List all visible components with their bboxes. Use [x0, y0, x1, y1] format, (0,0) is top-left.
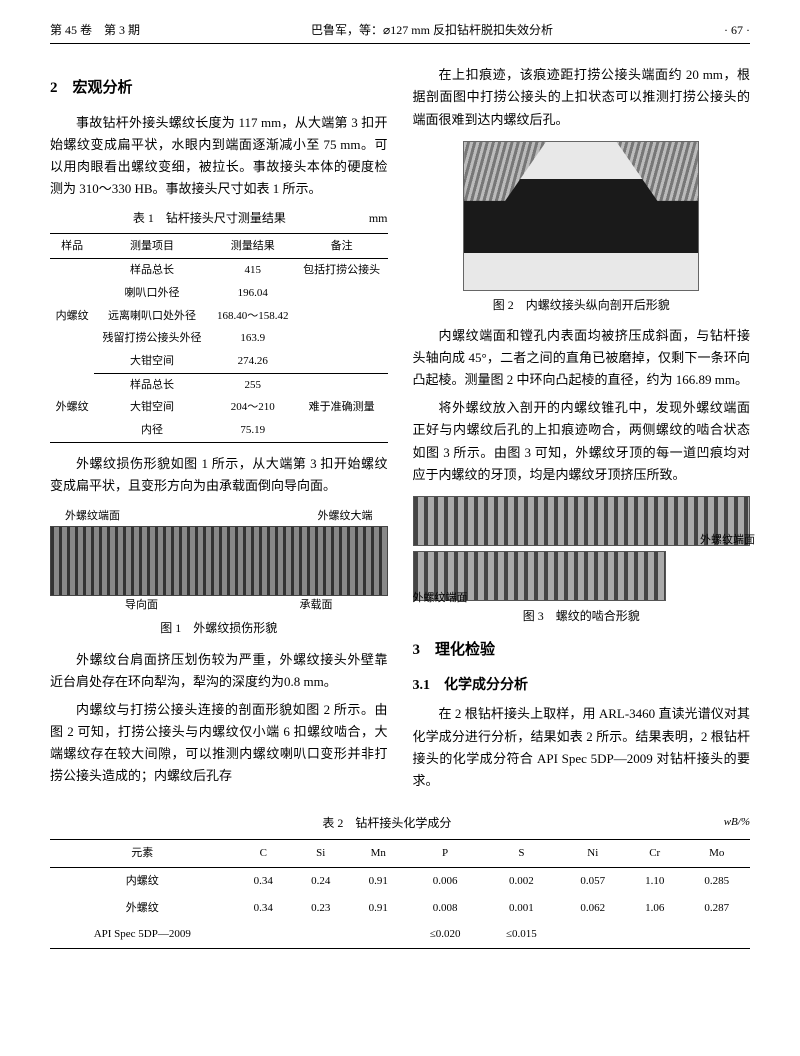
- table2-unit: wB/%: [724, 813, 750, 832]
- figure-2: 图 2 内螺纹接头纵向剖开后形貌: [413, 141, 751, 315]
- fig3-label-2: 外螺纹端面: [413, 589, 468, 608]
- fig3-caption: 图 3 螺纹的啮合形貌: [413, 606, 751, 626]
- figure-1-image: [50, 526, 388, 596]
- left-column: 2 宏观分析 事故钻杆外接头螺纹长度为 117 mm，从大端第 3 扣开始螺纹变…: [50, 64, 388, 797]
- table2-caption: 表 2 钻杆接头化学成分: [322, 816, 451, 830]
- figure-1: 外螺纹端面 外螺纹大端 导向面 承载面 图 1 外螺纹损伤形貌: [50, 507, 388, 639]
- section-3-1-title: 3.1 化学成分分析: [413, 674, 751, 698]
- table-row: 内径75.19: [50, 419, 388, 442]
- table-row: 残留打捞公接头外径163.9: [50, 327, 388, 350]
- fig1-label-br: 承载面: [300, 596, 333, 615]
- fig1-label-tr: 外螺纹大端: [318, 507, 373, 526]
- table-row: 远离喇叭口处外径168.40～158.42: [50, 305, 388, 328]
- fig3-label-1: 外螺纹端面: [700, 531, 755, 550]
- page-header: 第 45 卷 第 3 期 巴鲁军，等：⌀127 mm 反扣钻杆脱扣失效分析 · …: [50, 20, 750, 44]
- section3-p1: 在 2 根钻杆接头上取样，用 ARL-3460 直读光谱仪对其化学成分进行分析，…: [413, 703, 751, 791]
- right-column: 在上扣痕迹，该痕迹距打捞公接头端面约 20 mm，根据剖面图中打捞公接头的上扣状…: [413, 64, 751, 797]
- table-row: 大钳空间204～210难于准确测量: [50, 396, 388, 419]
- table-row: 外螺纹样品总长255: [50, 373, 388, 396]
- t1-h2: 测量结果: [210, 233, 296, 259]
- figure-3: 外螺纹端面 外螺纹端面 图 3 螺纹的啮合形貌: [413, 496, 751, 626]
- t1-h0: 样品: [50, 233, 94, 259]
- table2-caption-row: 表 2 钻杆接头化学成分 wB/%: [50, 813, 750, 833]
- table-row: 喇叭口外径196.04: [50, 282, 388, 305]
- section2-p6: 内螺纹端面和镗孔内表面均被挤压成斜面，与钻杆接头轴向成 45°，二者之间的直角已…: [413, 325, 751, 391]
- figure-2-image: [463, 141, 699, 291]
- table-1: 样品 测量项目 测量结果 备注 内螺纹样品总长415包括打捞公接头 喇叭口外径1…: [50, 233, 388, 443]
- section-3-title: 3 理化检验: [413, 638, 751, 664]
- section2-p5: 在上扣痕迹，该痕迹距打捞公接头端面约 20 mm，根据剖面图中打捞公接头的上扣状…: [413, 64, 751, 130]
- two-column-layout: 2 宏观分析 事故钻杆外接头螺纹长度为 117 mm，从大端第 3 扣开始螺纹变…: [50, 64, 750, 797]
- header-center: 巴鲁军，等：⌀127 mm 反扣钻杆脱扣失效分析: [311, 20, 553, 40]
- header-right: · 67 ·: [724, 20, 750, 40]
- section-2-title: 2 宏观分析: [50, 76, 388, 102]
- section2-p1: 事故钻杆外接头螺纹长度为 117 mm，从大端第 3 扣开始螺纹变成扁平状，水眼…: [50, 112, 388, 200]
- section2-p3: 外螺纹台肩面挤压划伤较为严重，外螺纹接头外壁靠近台肩处存在环向犁沟，犁沟的深度约…: [50, 649, 388, 693]
- t1-h1: 测量项目: [94, 233, 210, 259]
- table-row: 大钳空间274.26: [50, 350, 388, 373]
- fig1-caption: 图 1 外螺纹损伤形貌: [50, 618, 388, 638]
- table1-caption: 表 1 钻杆接头尺寸测量结果 mm: [50, 208, 388, 228]
- table-2: 元素 C Si Mn P S Ni Cr Mo 内螺纹0.340.240.910…: [50, 839, 750, 949]
- section2-p4: 内螺纹与打捞公接头连接的剖面形貌如图 2 所示。由图 2 可知，打捞公接头与内螺…: [50, 699, 388, 787]
- t1-h3: 备注: [296, 233, 388, 259]
- header-left: 第 45 卷 第 3 期: [50, 20, 140, 40]
- fig1-label-bl: 导向面: [125, 596, 158, 615]
- fig2-caption: 图 2 内螺纹接头纵向剖开后形貌: [413, 295, 751, 315]
- table-row: 外螺纹0.340.230.910.0080.0010.0621.060.287: [50, 895, 750, 922]
- section2-p7: 将外螺纹放入剖开的内螺纹锥孔中，发现外螺纹端面正好与内螺纹后孔的上扣痕迹吻合，两…: [413, 397, 751, 485]
- table-row: 内螺纹样品总长415包括打捞公接头: [50, 259, 388, 282]
- fig1-label-tl: 外螺纹端面: [65, 507, 120, 526]
- table-row: API Spec 5DP—2009≤0.020≤0.015: [50, 921, 750, 948]
- section2-p2: 外螺纹损伤形貌如图 1 所示，从大端第 3 扣开始螺纹变成扁平状，且变形方向为由…: [50, 453, 388, 497]
- table2-container: 表 2 钻杆接头化学成分 wB/% 元素 C Si Mn P S Ni Cr M…: [50, 813, 750, 949]
- table-row: 内螺纹0.340.240.910.0060.0020.0571.100.285: [50, 867, 750, 894]
